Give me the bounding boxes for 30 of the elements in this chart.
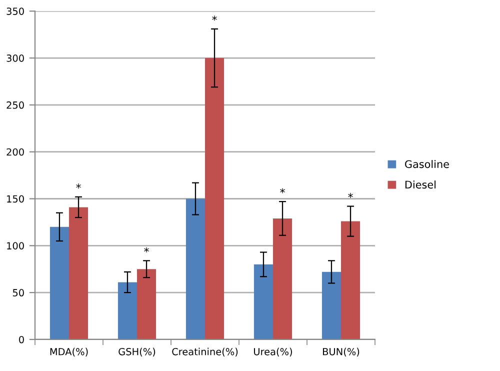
bar <box>186 198 205 340</box>
y-tick-label: 300 <box>6 54 24 62</box>
bar <box>273 218 292 340</box>
legend-label: Gasoline <box>405 160 449 168</box>
y-tick-label: 350 <box>6 8 24 15</box>
bar <box>341 221 360 340</box>
bar <box>205 58 224 340</box>
annotation: * <box>144 247 149 252</box>
x-tick-label: Urea(%) <box>254 348 292 356</box>
bar <box>69 207 88 340</box>
bar <box>118 282 137 340</box>
annotation: * <box>348 192 353 198</box>
y-tick-label: 0 <box>19 336 24 344</box>
y-tick-label: 150 <box>7 195 24 203</box>
annotation: * <box>280 188 285 194</box>
bar <box>50 226 69 340</box>
y-tick-label: 200 <box>6 148 24 156</box>
y-tick-label: 250 <box>6 101 24 109</box>
y-tick-label: 50 <box>12 289 24 296</box>
x-tick-label: Creatinine(%) <box>172 348 238 356</box>
legend-label: Diesel <box>405 180 436 189</box>
x-tick-label: MDA(%) <box>50 348 88 356</box>
bar <box>254 264 273 340</box>
bar <box>137 269 156 340</box>
bar <box>322 272 341 340</box>
annotation: * <box>212 16 217 21</box>
y-tick-label: 100 <box>7 242 24 250</box>
x-tick-label: GSH(%) <box>118 348 156 356</box>
annotation: * <box>76 184 81 189</box>
x-tick-label: BUN(%) <box>323 348 360 356</box>
